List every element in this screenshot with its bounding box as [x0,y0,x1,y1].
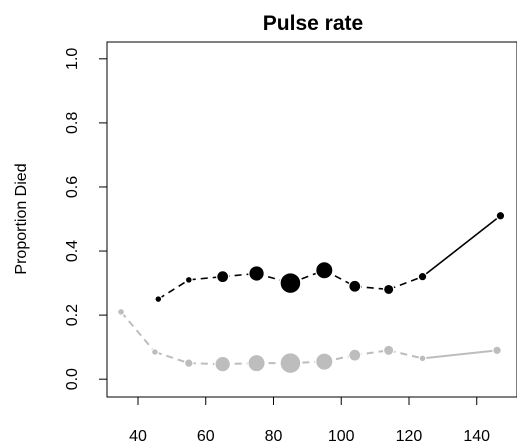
y-axis-label: Proportion Died [13,163,30,274]
x-tick-label: 40 [129,428,147,442]
y-tick-label: 1.0 [64,48,81,70]
data-point [492,345,502,356]
data-point [117,307,126,316]
data-point [348,348,362,362]
data-point [382,344,395,357]
series-line-segment [154,351,190,365]
x-tick-label: 120 [396,428,423,442]
x-tick-label: 140 [463,428,490,442]
y-tick-label: 0.8 [64,112,81,134]
series-1 [154,210,506,304]
data-point [150,348,159,356]
data-point [184,275,193,284]
series-line-segment [120,311,156,353]
y-tick-label: 0.2 [64,304,81,326]
data-point [315,261,334,280]
axes: 40 60 80 100 120 140 0.0 0.2 0.4 0.6 0.8 1.0 [64,48,490,442]
x-tick-label: 100 [328,428,355,442]
x-tick-label: 60 [197,428,215,442]
data-point [418,354,427,363]
series-line-segment [422,215,501,278]
data-point [154,295,163,304]
chart-title: Pulse rate [263,12,363,35]
series-2 [117,307,502,375]
data-point [216,270,230,284]
series-line-segment [388,349,423,360]
y-tick-label: 0.6 [64,176,81,198]
y-tick-label: 0.4 [64,240,81,262]
series-layer [117,210,506,375]
data-point [279,272,302,295]
data-point [248,265,265,282]
data-point [183,358,194,368]
plot-frame [106,41,517,398]
y-tick-label: 0.0 [64,368,81,390]
series-line-segment [388,275,423,291]
data-point [417,271,428,282]
series-line-segment [157,279,190,300]
data-point [348,279,362,293]
data-point [214,355,231,373]
series-line-segment [422,349,498,360]
x-tick-label: 80 [265,428,283,442]
data-point [247,353,266,373]
data-point [495,210,506,221]
data-point [315,352,334,371]
data-point [279,352,302,375]
data-point [382,283,395,296]
